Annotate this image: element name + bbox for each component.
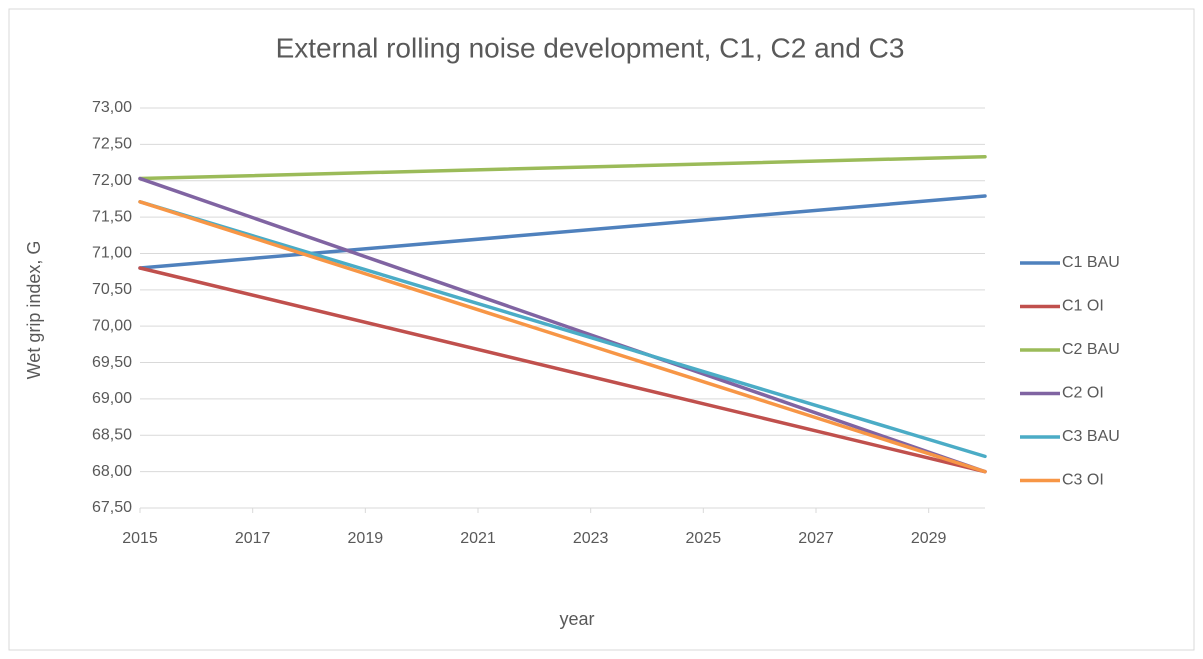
x-tick-label: 2021 (460, 530, 496, 547)
x-tick-label: 2029 (911, 530, 947, 547)
y-tick-label: 68,00 (92, 463, 132, 480)
y-tick-label: 68,50 (92, 426, 132, 443)
series-line (138, 200, 987, 459)
legend-label: C2 OI (1062, 385, 1104, 402)
legend-label: C2 BAU (1062, 341, 1120, 358)
y-tick-label: 71,00 (92, 245, 132, 262)
series-line (138, 266, 987, 474)
y-tick-label: 71,50 (92, 208, 132, 225)
x-tick-label: 2023 (573, 530, 609, 547)
x-tick-label: 2019 (348, 530, 384, 547)
x-axis-label: year (559, 609, 594, 629)
y-tick-label: 72,00 (92, 172, 132, 189)
series-line (138, 154, 987, 181)
x-tick-label: 2027 (798, 530, 834, 547)
x-tick-label: 2025 (686, 530, 722, 547)
y-tick-label: 69,50 (92, 354, 132, 371)
chart-title: External rolling noise development, C1, … (276, 32, 905, 63)
y-tick-label: 73,00 (92, 99, 132, 116)
legend-label: C3 BAU (1062, 428, 1120, 445)
y-tick-label: 69,00 (92, 390, 132, 407)
y-tick-label: 72,50 (92, 136, 132, 153)
legend-label: C3 OI (1062, 472, 1104, 489)
legend-label: C1 OI (1062, 298, 1104, 315)
series-line (138, 176, 987, 474)
y-tick-label: 67,50 (92, 499, 132, 516)
chart-frame (8, 8, 1195, 651)
series-line (138, 194, 987, 270)
y-tick-label: 70,50 (92, 281, 132, 298)
legend-label: C1 BAU (1062, 254, 1120, 271)
y-axis-label: Wet grip index, G (24, 241, 44, 380)
x-tick-label: 2015 (122, 530, 158, 547)
x-tick-label: 2017 (235, 530, 271, 547)
series-line (138, 200, 987, 474)
y-tick-label: 70,00 (92, 317, 132, 334)
